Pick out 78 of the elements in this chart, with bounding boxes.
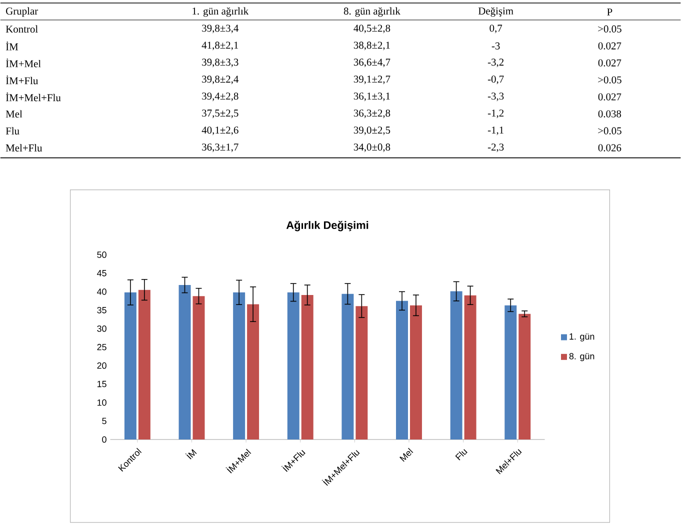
bar [342, 294, 354, 440]
text: Mel [6, 110, 22, 118]
text: P [607, 8, 612, 16]
text: 39,0±2,5 [354, 126, 390, 135]
bar [410, 305, 422, 440]
text: 0.027 [598, 59, 622, 66]
text: -3,2 [488, 58, 504, 67]
text: Flu [6, 126, 20, 134]
y-tick-label: 30 [97, 325, 106, 332]
text: 36,1±3,1 [354, 92, 390, 101]
text: >0.05 [598, 76, 622, 84]
text: İM [6, 41, 18, 50]
bar [138, 290, 150, 440]
text: -3,3 [488, 92, 504, 101]
text: 34,0±0,8 [354, 143, 390, 152]
legend-label: 1. gün [570, 333, 594, 342]
text: İM+Mel+Flu [6, 92, 61, 102]
text: Mel+Flu [6, 144, 42, 152]
text: 37,5±2,5 [202, 109, 238, 118]
text: Gruplar [6, 7, 38, 17]
bar [464, 295, 476, 440]
text: -0,7 [488, 75, 504, 84]
text: 38,8±2,1 [354, 41, 390, 50]
text: Kontrol [6, 25, 38, 32]
bar [450, 291, 462, 440]
y-tick-label: 15 [97, 380, 106, 387]
text: -1,2 [488, 109, 504, 118]
text: 0.038 [598, 110, 622, 118]
text: 1. gün ağırlık [192, 7, 249, 17]
bar [192, 296, 205, 440]
y-tick-label: 20 [97, 362, 106, 369]
text: 39,1±2,7 [354, 75, 390, 84]
bar [287, 292, 300, 440]
text: 41,8±2,1 [202, 41, 238, 50]
text: 39,8±3,3 [202, 58, 238, 68]
text: İM+Flu [6, 75, 38, 84]
text: 0.027 [598, 93, 622, 100]
y-tick-label: 25 [97, 344, 106, 350]
text: >0.05 [598, 25, 622, 32]
y-tick-label: 10 [97, 399, 106, 406]
text: 40,5±2,8 [354, 24, 390, 34]
bar [247, 304, 260, 440]
text: >0.05 [598, 127, 622, 134]
y-tick-label: 40 [97, 288, 106, 295]
bar [178, 284, 191, 440]
text: -1,1 [488, 126, 504, 135]
bar [301, 294, 314, 440]
bar [124, 292, 136, 440]
bar [396, 300, 408, 440]
text: 0.026 [598, 144, 622, 152]
y-tick-label: 0 [102, 436, 106, 442]
text: 0.027 [598, 42, 622, 50]
text: 0,7 [490, 24, 502, 34]
text: 36,3±2,8 [354, 109, 390, 118]
bar [233, 292, 246, 440]
text: -2,3 [488, 143, 504, 152]
bar [504, 305, 517, 440]
text: Değişim [478, 7, 514, 16]
text: İM+Mel [6, 58, 41, 68]
x-tick-label: Flu [455, 448, 468, 460]
y-tick-label: 45 [97, 270, 106, 276]
text: 40,1±2,6 [202, 126, 238, 135]
y-tick-label: 5 [102, 418, 106, 424]
text: 8. gün ağırlık [344, 7, 400, 17]
bar [356, 306, 368, 440]
text: 36,6±4,7 [354, 58, 390, 67]
text: 39,8±2,4 [202, 75, 239, 84]
text: 36,3±1,7 [202, 143, 238, 152]
text: 39,4±2,8 [202, 92, 238, 101]
y-tick-label: 50 [97, 251, 106, 258]
x-tick-label: Mel [400, 448, 414, 462]
text: 39,8±3,4 [202, 24, 239, 34]
bar [518, 314, 531, 440]
x-tick-label: İM [185, 448, 197, 460]
y-tick-label: 35 [97, 306, 106, 314]
chart-title: Ağırlık Değişimi [286, 220, 368, 232]
text: -3 [492, 42, 500, 50]
legend-label: 8. gün [569, 352, 594, 361]
